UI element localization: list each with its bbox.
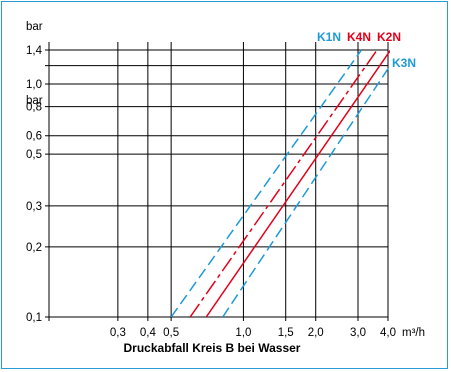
series-line-k1n (170, 49, 363, 317)
series-label-k3n: K3N (392, 56, 416, 70)
y-tick-label: 0,1 (26, 312, 42, 324)
y-tick-label: 0,3 (26, 201, 42, 213)
y-tick-label: 0,5 (26, 149, 42, 161)
y-tick-label: 1,0 (26, 79, 42, 91)
series-line-k4n (189, 49, 378, 317)
y-tick-label: 0,2 (26, 242, 42, 254)
x-tick-label: 3,0 (350, 327, 366, 339)
series-line-k3n (222, 64, 390, 317)
x-tick-label: 0,4 (140, 327, 157, 339)
y-tick-label: 0,8 (26, 102, 42, 114)
x-tick-label: 1,5 (278, 327, 294, 339)
x-tick-label: 2,0 (308, 327, 324, 339)
x-tick-label: 0,3 (110, 327, 126, 339)
y-unit-label: bar (26, 21, 43, 33)
series-line-k2n (205, 49, 390, 317)
y-unit-label-secondary: bar (26, 95, 43, 107)
series-label-k1n: K1N (317, 30, 341, 44)
series-label-k2n: K2N (377, 30, 401, 44)
x-unit-label: m³/h (402, 327, 425, 339)
x-tick-label: 4,0 (380, 327, 396, 339)
x-tick-label: 1,0 (235, 327, 251, 339)
y-tick-label: 1,4 (26, 45, 43, 57)
y-tick-label: 0,6 (26, 131, 42, 143)
series-label-k4n: K4N (347, 30, 371, 44)
x-tick-label: 0,5 (163, 327, 179, 339)
x-axis-title: Druckabfall Kreis B bei Wasser (124, 341, 301, 355)
